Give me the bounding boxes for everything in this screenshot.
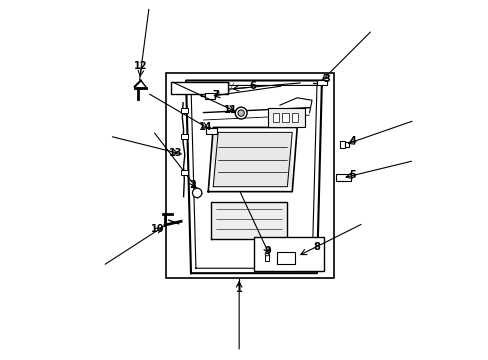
- Text: 2: 2: [188, 180, 195, 190]
- Circle shape: [235, 107, 246, 119]
- Bar: [206, 128, 216, 134]
- Text: 1: 1: [235, 284, 242, 294]
- Bar: [267, 108, 304, 127]
- Bar: [335, 174, 350, 181]
- Circle shape: [238, 110, 244, 116]
- Text: 10: 10: [151, 224, 164, 234]
- Bar: [166, 73, 334, 278]
- Text: 12: 12: [134, 61, 147, 71]
- FancyArrow shape: [201, 95, 202, 96]
- Text: 11: 11: [224, 105, 237, 114]
- Bar: [205, 93, 214, 99]
- Bar: [264, 254, 268, 261]
- Circle shape: [264, 252, 268, 256]
- Text: 14: 14: [198, 122, 212, 132]
- Bar: [316, 80, 326, 85]
- Text: 3: 3: [323, 74, 329, 84]
- Bar: [344, 142, 348, 147]
- Bar: [292, 113, 298, 122]
- Circle shape: [192, 188, 202, 198]
- Bar: [272, 113, 278, 122]
- Bar: [180, 170, 187, 175]
- Text: 4: 4: [349, 136, 355, 146]
- Text: 5: 5: [349, 170, 355, 180]
- Bar: [210, 202, 287, 239]
- Bar: [276, 252, 295, 264]
- Bar: [340, 140, 344, 148]
- Bar: [282, 113, 288, 122]
- Text: 13: 13: [168, 148, 182, 158]
- Text: 6: 6: [248, 81, 255, 91]
- Text: 7: 7: [212, 90, 219, 100]
- Bar: [180, 134, 187, 139]
- Bar: [213, 132, 292, 187]
- Text: 9: 9: [264, 247, 270, 256]
- Text: 8: 8: [313, 242, 320, 252]
- Bar: [180, 108, 187, 113]
- Bar: [253, 237, 324, 271]
- Bar: [171, 82, 227, 94]
